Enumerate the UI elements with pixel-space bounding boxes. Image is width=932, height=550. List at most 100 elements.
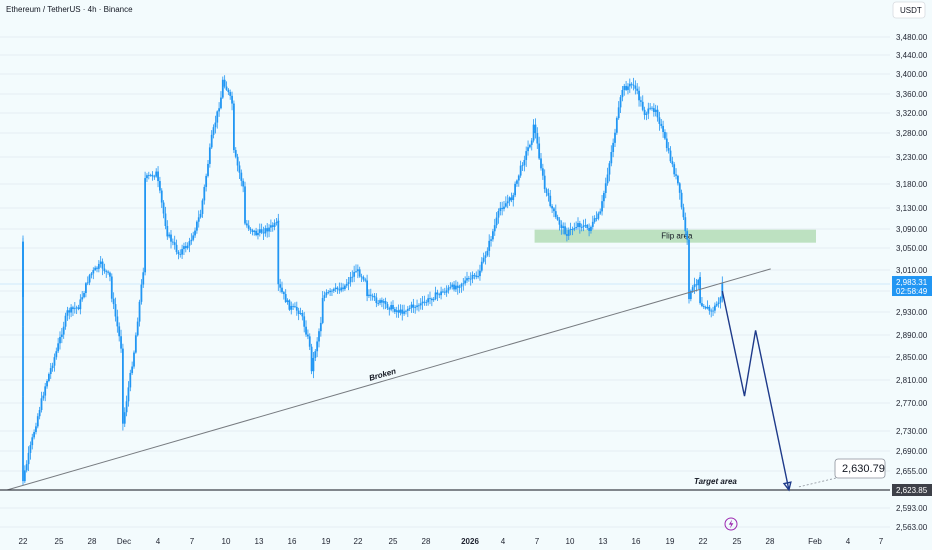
candle: [59, 336, 61, 344]
candle: [196, 221, 198, 231]
time-tick-label: 19: [666, 537, 675, 546]
candle: [353, 272, 356, 277]
candle: [569, 228, 572, 230]
candle: [203, 186, 206, 201]
candle: [715, 304, 718, 306]
candle: [179, 254, 182, 255]
candle: [379, 300, 381, 304]
candle: [131, 366, 134, 373]
candle: [86, 282, 89, 284]
price-tick-label: 3,400.00: [896, 70, 928, 79]
candle: [615, 118, 618, 133]
candle: [251, 230, 254, 232]
candle: [48, 374, 50, 381]
candle: [22, 326, 24, 397]
candle: [240, 172, 243, 181]
candle: [684, 217, 687, 232]
candle: [714, 305, 716, 311]
candle: [625, 85, 627, 90]
candle: [366, 282, 368, 297]
candle: [312, 357, 315, 372]
candle: [319, 322, 322, 332]
candle: [388, 308, 391, 310]
candle: [603, 192, 605, 202]
candle: [682, 207, 685, 218]
candle: [688, 250, 690, 300]
candle: [430, 298, 433, 301]
broken-trendline[interactable]: [6, 268, 771, 491]
time-axis[interactable]: 22 25 28 Dec 4 7 10 13 16 19 22 25 28 2026 4 7 10 13 16 19 2…: [19, 537, 884, 546]
time-tick-label: 7: [190, 537, 195, 546]
currency-button-box[interactable]: [892, 1, 926, 19]
candle: [81, 297, 84, 300]
projection-path[interactable]: [721, 290, 790, 491]
candle: [447, 287, 450, 291]
candle: [344, 285, 346, 290]
price-tick-label: 3,180.00: [896, 180, 928, 189]
candle: [488, 240, 491, 251]
candle: [634, 85, 637, 89]
candle: [497, 210, 500, 218]
candle: [279, 284, 282, 288]
candle: [651, 107, 653, 109]
currency-button[interactable]: USDT: [900, 6, 922, 15]
candle: [521, 165, 524, 167]
candle: [460, 284, 463, 287]
candle: [288, 300, 291, 310]
candle: [538, 143, 541, 159]
candle: [556, 216, 559, 220]
candle: [99, 261, 102, 264]
candle: [49, 368, 52, 375]
candle: [503, 206, 505, 210]
candle: [136, 321, 139, 336]
candle: [708, 306, 711, 311]
flash-icon[interactable]: [724, 517, 738, 531]
price-tick-label: 3,230.00: [896, 153, 928, 162]
candle: [46, 380, 48, 387]
candle: [523, 159, 526, 166]
candle: [453, 284, 455, 290]
candle: [608, 163, 611, 175]
candle: [83, 292, 85, 298]
candle: [421, 301, 424, 304]
candle: [549, 195, 552, 207]
candle: [227, 89, 230, 93]
candle: [96, 267, 98, 269]
flip-area-rect[interactable]: [534, 229, 816, 243]
candle: [612, 142, 615, 153]
candle: [270, 225, 272, 228]
candle: [578, 223, 581, 228]
candle: [440, 291, 442, 296]
target-price-callout: 2,630.79: [842, 463, 885, 475]
candle: [516, 180, 518, 184]
candle: [31, 437, 34, 446]
candle: [25, 464, 28, 471]
target-callout: 2,630.79: [798, 458, 886, 488]
candle: [545, 189, 548, 193]
flip-area-zone[interactable]: Flip area: [534, 229, 816, 243]
candle: [658, 117, 661, 124]
candle: [262, 232, 265, 234]
candle: [345, 283, 348, 286]
price-axis[interactable]: 2,563.00 2,593.00 2,655.00 2,690.00 2,730.00…: [896, 33, 928, 532]
candle: [138, 301, 141, 322]
candle: [562, 226, 565, 228]
price-tick-label: 3,440.00: [896, 51, 928, 60]
candle: [591, 221, 594, 227]
candle: [144, 255, 146, 273]
candle: [532, 124, 535, 131]
candle: [347, 282, 350, 284]
candle: [710, 310, 713, 312]
candle: [33, 432, 35, 438]
candle: [183, 246, 185, 250]
candle: [42, 395, 45, 399]
candle: [649, 107, 652, 109]
candle: [236, 156, 239, 166]
candle: [418, 305, 420, 307]
candle: [233, 105, 235, 151]
candle: [188, 241, 191, 246]
candle: [647, 108, 650, 114]
candle: [134, 335, 137, 353]
price-tick-label: 2,850.00: [896, 353, 928, 362]
